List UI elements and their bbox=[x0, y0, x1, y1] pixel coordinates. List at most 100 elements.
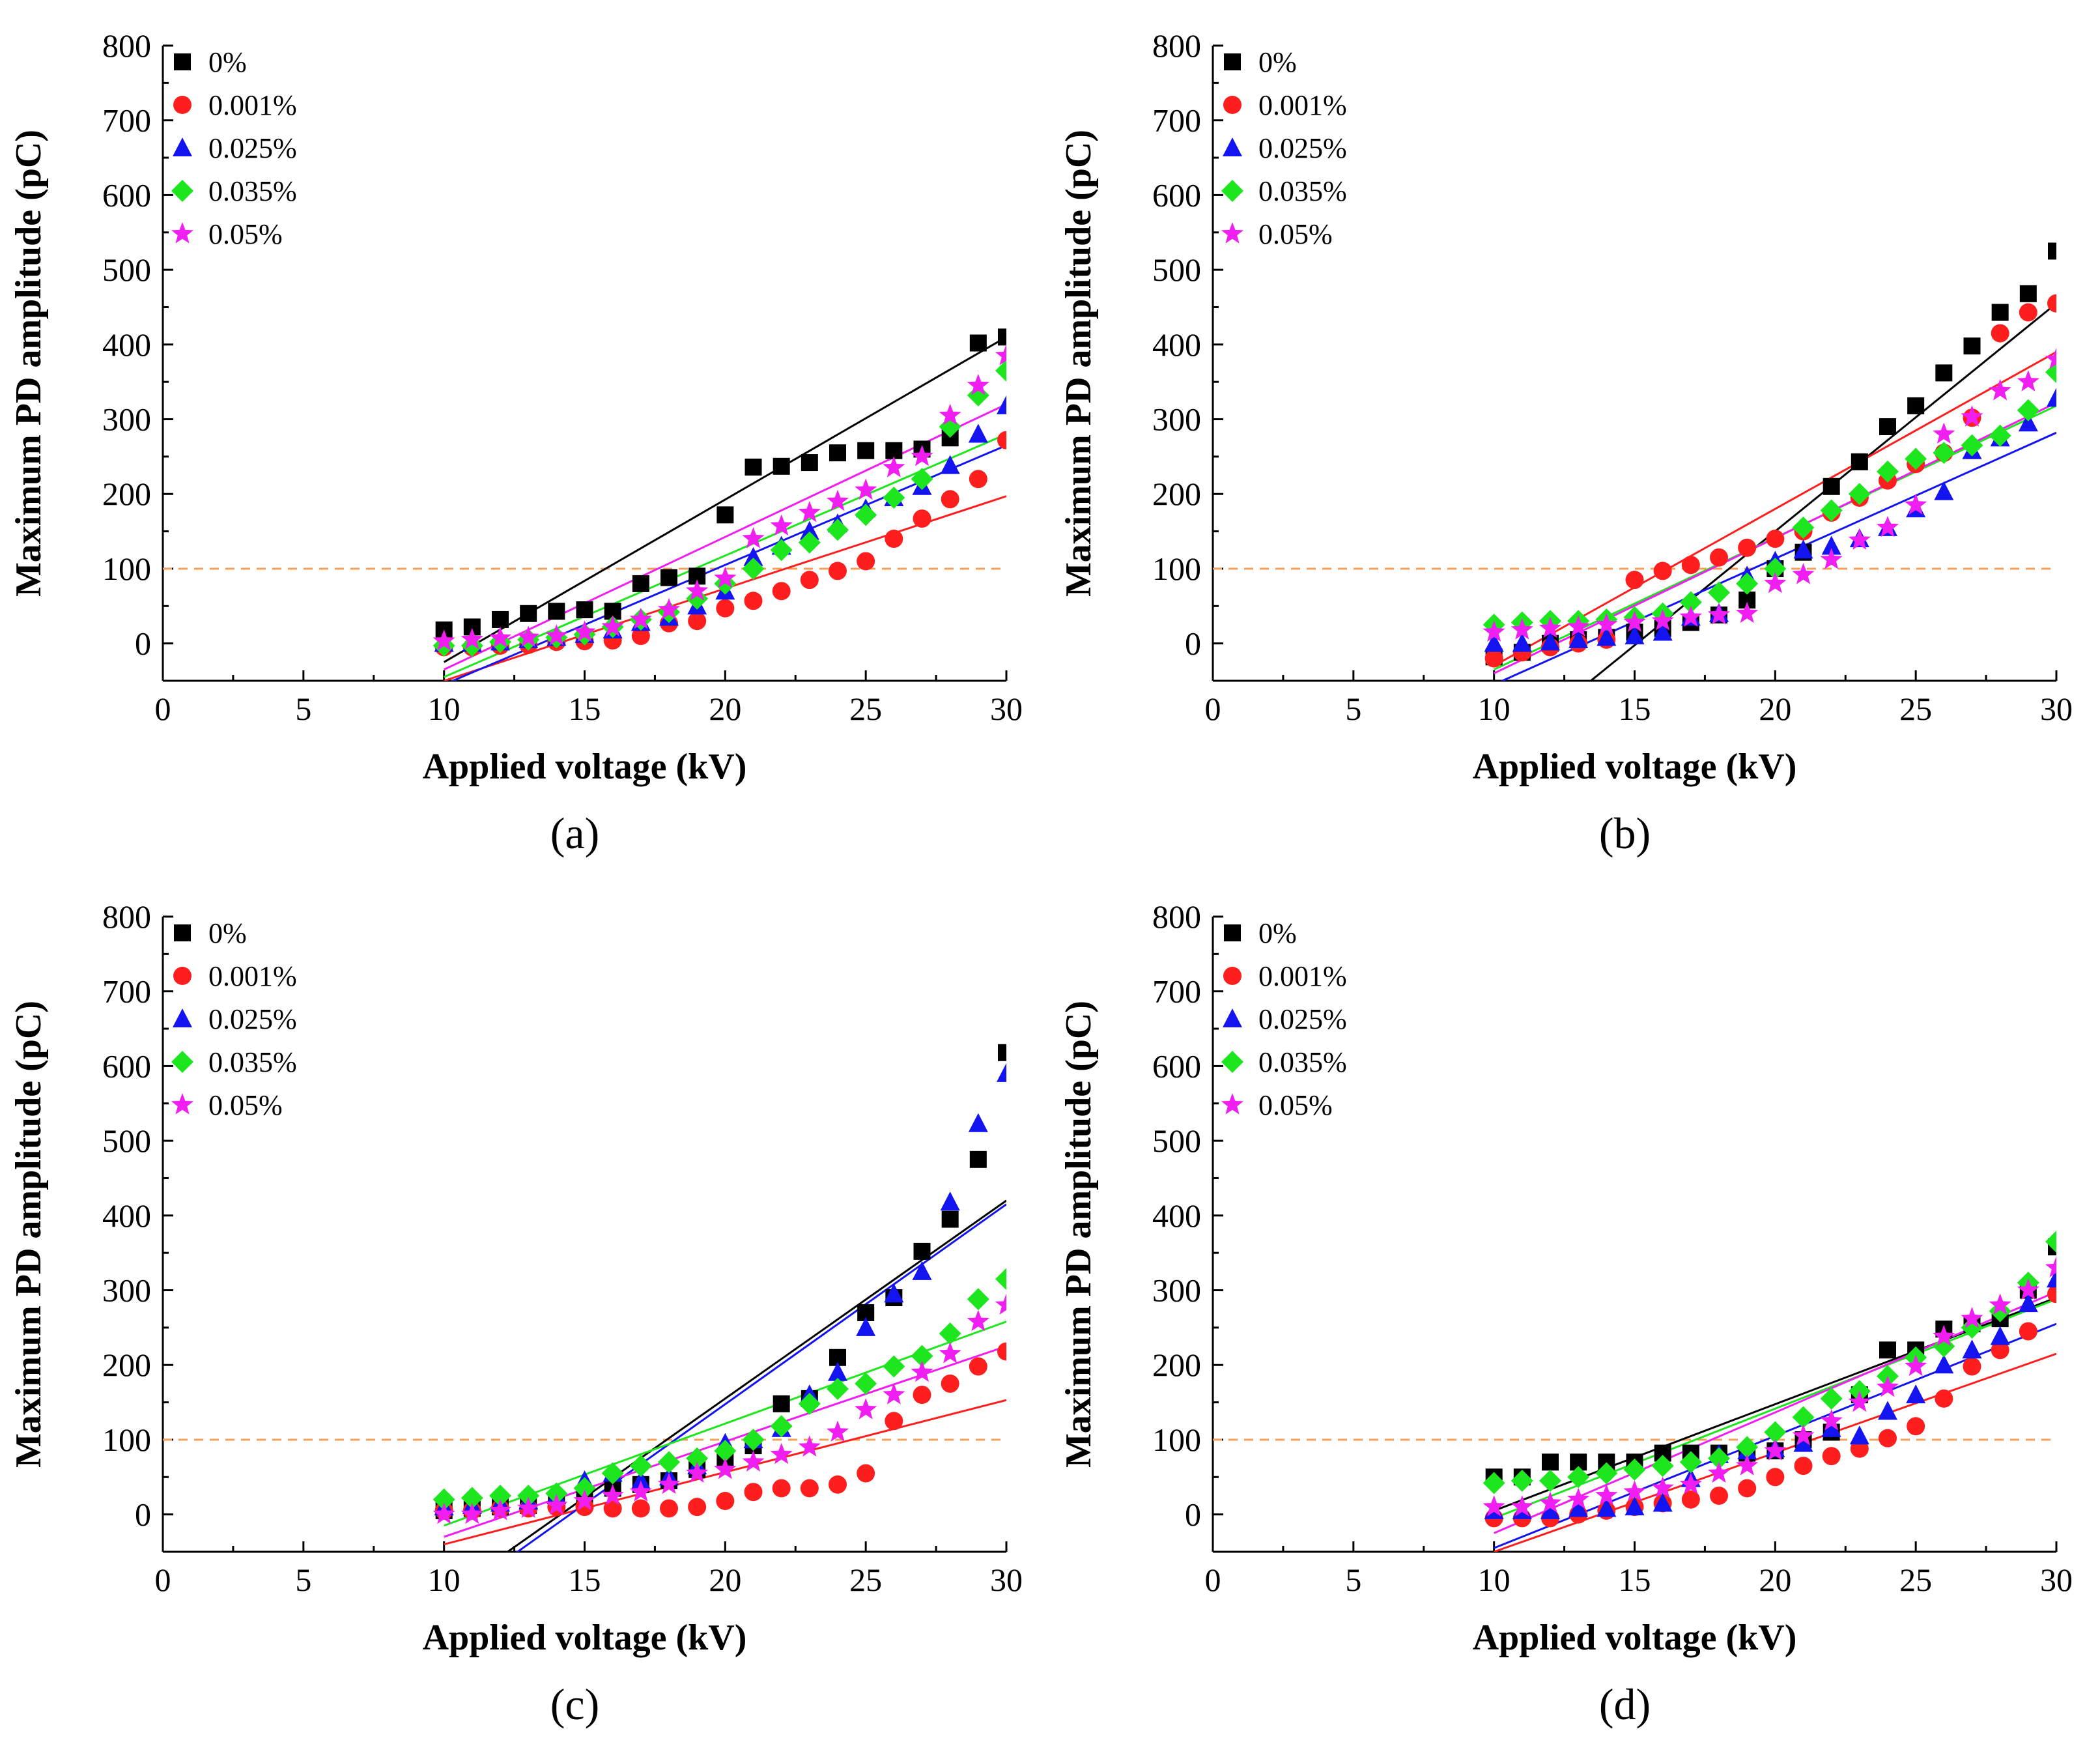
y-tick-label: 300 bbox=[1152, 1272, 1201, 1309]
data-point bbox=[686, 1461, 709, 1483]
data-point bbox=[1963, 337, 1981, 355]
data-point bbox=[1567, 615, 1590, 636]
data-point bbox=[489, 1498, 512, 1521]
legend-marker-square bbox=[174, 924, 191, 941]
data-point bbox=[1595, 613, 1618, 635]
data-point bbox=[911, 468, 933, 491]
chart-a-svg: 0 5 10 15 20 25 300100200300400500600700800App… bbox=[8, 27, 1023, 858]
x-tick-label: 30 bbox=[2040, 1562, 2073, 1598]
y-tick-label: 0 bbox=[135, 625, 151, 662]
x-tick-label: 25 bbox=[1899, 1562, 1932, 1598]
legend-marker-diamond bbox=[1221, 180, 1243, 202]
legend-item: 0% bbox=[174, 46, 247, 78]
panel-label: (a) bbox=[550, 808, 599, 858]
chart-panel-c: 0 5 10 15 20 25 30 0 100 200 300 400 500 600 700 800 App… bbox=[0, 871, 1050, 1742]
data-point bbox=[1792, 563, 1815, 584]
data-point bbox=[885, 1412, 903, 1431]
data-point bbox=[995, 359, 1006, 382]
data-point bbox=[1707, 603, 1731, 625]
y-tick-label: 200 bbox=[102, 1347, 151, 1383]
series-star bbox=[433, 344, 1006, 651]
data-point bbox=[1933, 1324, 1955, 1347]
data-point bbox=[714, 1440, 737, 1463]
data-point bbox=[660, 1499, 678, 1518]
data-point bbox=[601, 615, 624, 636]
legend-item: 0% bbox=[174, 917, 247, 949]
data-point bbox=[856, 1317, 876, 1336]
data-point bbox=[2045, 361, 2056, 384]
data-point bbox=[1736, 1436, 1759, 1459]
x-tick-label: 5 bbox=[1345, 1562, 1361, 1598]
data-point bbox=[1961, 1316, 1983, 1339]
data-point bbox=[1653, 1492, 1673, 1512]
data-point bbox=[2017, 370, 2039, 392]
data-point bbox=[657, 598, 681, 620]
data-point bbox=[941, 1374, 959, 1393]
data-point bbox=[1823, 478, 1840, 495]
data-point bbox=[717, 506, 734, 524]
data-point bbox=[629, 1455, 652, 1478]
legend-item: 0.05% bbox=[171, 1089, 283, 1121]
data-point bbox=[2017, 399, 2039, 421]
data-point bbox=[827, 1377, 849, 1400]
data-point bbox=[744, 592, 763, 610]
data-point bbox=[1961, 405, 1983, 427]
data-point bbox=[688, 1498, 707, 1517]
data-point bbox=[686, 1447, 709, 1470]
data-point bbox=[857, 1464, 875, 1483]
data-point bbox=[1625, 571, 1644, 590]
data-point bbox=[1764, 1421, 1787, 1444]
x-tick-label: 25 bbox=[849, 1562, 882, 1598]
data-point bbox=[461, 627, 483, 650]
data-point bbox=[969, 1357, 987, 1376]
legend-label: 0.035% bbox=[1258, 175, 1347, 207]
y-tick-label: 400 bbox=[1152, 326, 1201, 363]
data-point bbox=[995, 1268, 1006, 1291]
data-point bbox=[573, 1489, 596, 1511]
data-point bbox=[1906, 1384, 1926, 1404]
y-tick-label: 700 bbox=[102, 102, 151, 139]
x-tick-label: 0 bbox=[155, 1562, 171, 1598]
x-axis-title: Applied voltage (kV) bbox=[1473, 747, 1797, 787]
data-point bbox=[545, 1482, 568, 1505]
legend-label: 0.025% bbox=[1258, 132, 1347, 164]
data-point bbox=[548, 603, 565, 620]
y-tick-label: 200 bbox=[1152, 476, 1201, 512]
data-point bbox=[1708, 581, 1730, 604]
data-point bbox=[1738, 1479, 1757, 1498]
x-axis-title: Applied voltage (kV) bbox=[423, 747, 747, 787]
x-tick-label: 15 bbox=[569, 1562, 601, 1598]
data-point bbox=[855, 1398, 877, 1420]
data-point bbox=[1764, 557, 1787, 580]
legend-label: 0.025% bbox=[208, 132, 297, 164]
data-point bbox=[857, 442, 875, 459]
data-point bbox=[829, 562, 847, 580]
data-point bbox=[967, 1288, 989, 1311]
legend-label: 0.035% bbox=[208, 175, 297, 207]
data-point bbox=[1539, 1470, 1561, 1492]
data-point bbox=[1595, 1462, 1618, 1485]
data-point bbox=[798, 1435, 821, 1457]
data-point bbox=[997, 1063, 1006, 1082]
data-point bbox=[798, 500, 821, 522]
y-tick-label: 800 bbox=[102, 898, 151, 935]
legend: 0% 0.001% 0.025% 0.035% 0.05% bbox=[1221, 46, 1347, 250]
data-point bbox=[827, 519, 849, 541]
data-point bbox=[770, 514, 793, 536]
legend-marker-star bbox=[1221, 1093, 1244, 1115]
data-point bbox=[912, 1261, 932, 1280]
data-point bbox=[967, 384, 989, 407]
x-tick-label: 30 bbox=[990, 691, 1023, 727]
legend-marker-diamond bbox=[171, 1051, 193, 1073]
data-point bbox=[1651, 609, 1674, 631]
data-point bbox=[997, 395, 1006, 414]
data-point bbox=[2047, 388, 2056, 407]
data-point bbox=[1596, 627, 1617, 646]
data-point bbox=[1991, 304, 2009, 321]
data-point bbox=[1935, 364, 1953, 382]
y-axis-title: Maximum PD amplitude (pC) bbox=[8, 1001, 49, 1468]
legend-item: 0.035% bbox=[1221, 175, 1347, 207]
